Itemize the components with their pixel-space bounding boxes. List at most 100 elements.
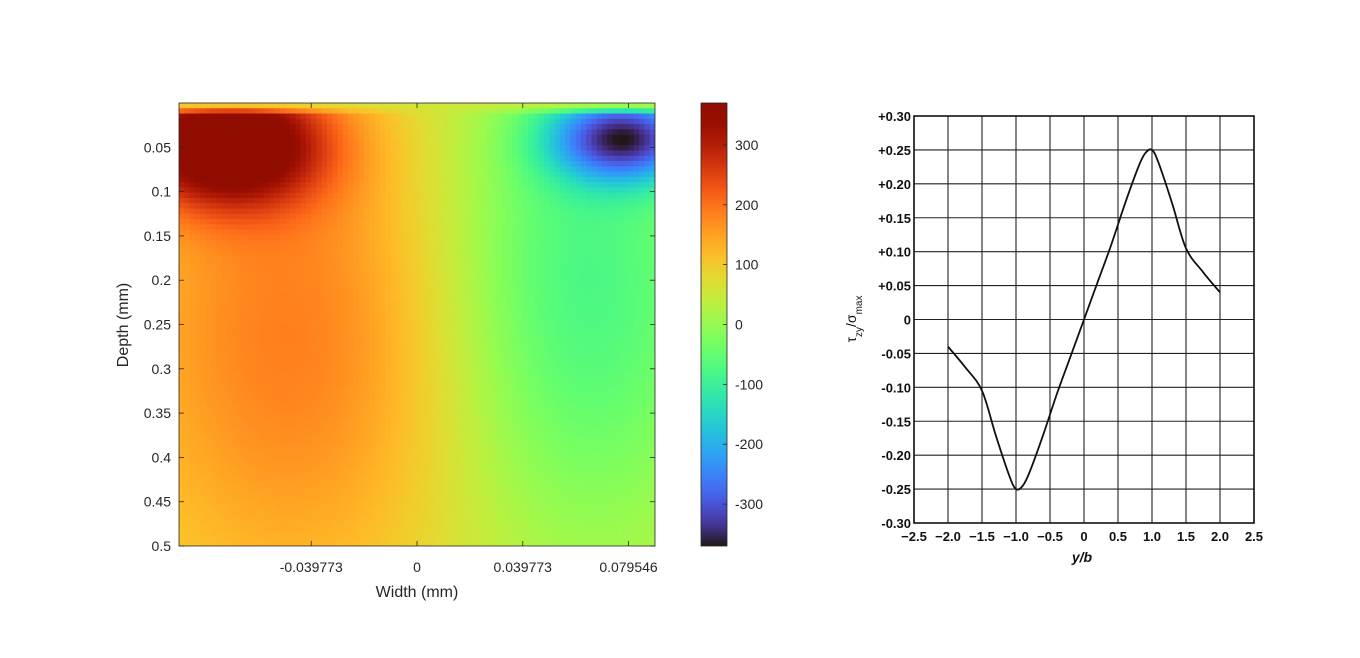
heatmap-cell: [300, 335, 307, 341]
heatmap-cell: [596, 345, 603, 352]
heatmap-cell: [337, 266, 344, 273]
heatmap-cell: [596, 324, 603, 331]
heatmap-cell: [200, 345, 207, 352]
heatmap-cell: [491, 350, 497, 357]
heatmap-cell: [385, 113, 392, 120]
heatmap-cell: [369, 329, 376, 336]
heatmap-cell: [358, 192, 365, 199]
heatmap-cell: [316, 255, 323, 262]
heatmap-cell: [522, 245, 529, 252]
heatmap-cell: [480, 197, 487, 204]
heatmap-cell: [432, 234, 439, 241]
heatmap-cell: [617, 129, 624, 136]
heatmap-cell: [369, 118, 376, 125]
heatmap-cell: [290, 219, 296, 225]
heatmap-cell: [332, 219, 339, 225]
heatmap-cell: [216, 387, 222, 394]
heatmap-cell: [607, 134, 614, 141]
heatmap-cell: [205, 145, 212, 152]
heatmap-cell: [295, 387, 302, 394]
heatmap-cell: [300, 234, 307, 241]
heatmap-cell: [179, 298, 185, 304]
heatmap-cell: [274, 108, 281, 115]
heatmap-cell: [184, 213, 191, 220]
heatmap-cell: [649, 356, 655, 363]
heatmap-cell: [179, 224, 185, 231]
heatmap-cell: [263, 271, 270, 278]
heatmap-cell: [496, 313, 503, 320]
heatmap-cell: [242, 166, 249, 173]
heatmap-cell: [300, 277, 307, 283]
heatmap-cell: [591, 255, 598, 262]
heatmap-cell: [649, 371, 655, 378]
heatmap-cell: [633, 356, 640, 363]
heatmap-cell: [554, 197, 561, 204]
heatmap-cell: [284, 261, 291, 268]
heatmap-cell: [596, 103, 603, 109]
heatmap-cell: [395, 208, 402, 215]
heatmap-cell: [321, 124, 328, 130]
heatmap-cell: [533, 382, 540, 389]
heatmap-cell: [369, 187, 376, 194]
heatmap-cell: [432, 240, 439, 246]
heatmap-cell: [649, 266, 655, 273]
heatmap-cell: [390, 377, 397, 384]
heatmap-cell: [554, 240, 561, 246]
heatmap-cell: [565, 292, 571, 299]
heatmap-cell: [253, 335, 259, 341]
heatmap-cell: [496, 161, 503, 167]
heatmap-cell: [602, 139, 608, 146]
heatmap-cell: [226, 229, 233, 236]
heatmap-cell: [591, 340, 598, 347]
heatmap-cell: [422, 366, 429, 373]
heatmap-cell: [575, 366, 582, 373]
heatmap-cell: [432, 271, 439, 278]
heatmap-cell: [522, 129, 529, 136]
heatmap-cell: [549, 118, 556, 125]
heatmap-cell: [512, 187, 519, 194]
heatmap-cell: [179, 108, 185, 115]
heatmap-cell: [348, 213, 355, 220]
heatmap-cell: [612, 361, 619, 368]
heatmap-cell: [401, 224, 408, 231]
heatmap-cell: [284, 303, 291, 310]
heatmap-cell: [189, 224, 196, 231]
heatmap-cell: [311, 340, 318, 347]
heatmap-cell: [205, 113, 212, 120]
heatmap-cell: [602, 271, 608, 278]
heatmap-cell: [464, 192, 471, 199]
heatmap-cell: [337, 203, 344, 210]
heatmap-cell: [332, 124, 339, 130]
heatmap-cell: [210, 113, 217, 120]
heatmap-cell: [279, 224, 286, 231]
heatmap-cell: [586, 303, 593, 310]
heatmap-cell: [454, 118, 460, 125]
heatmap-cell: [374, 245, 381, 252]
heatmap-cell: [348, 108, 355, 115]
heatmap-cell: [512, 266, 519, 273]
heatmap-cell: [242, 145, 249, 152]
heatmap-cell: [496, 113, 503, 120]
heatmap-cell: [607, 208, 614, 215]
heatmap-cell: [406, 139, 413, 146]
heatmap-cell: [342, 298, 349, 304]
heatmap-cell: [543, 187, 550, 194]
heatmap-cell: [263, 319, 270, 326]
heatmap-cell: [258, 387, 265, 394]
heatmap-cell: [617, 313, 624, 320]
heatmap-cell: [454, 171, 460, 178]
heatmap-cell: [395, 393, 402, 399]
heatmap-cell: [633, 271, 640, 278]
heatmap-cell: [205, 377, 212, 384]
heatmap-cell: [596, 229, 603, 236]
heatmap-cell: [596, 224, 603, 231]
heatmap-cell: [205, 208, 212, 215]
heatmap-cell: [395, 113, 402, 120]
heatmap-cell: [512, 219, 519, 225]
heatmap-cell: [575, 261, 582, 268]
heatmap-cell: [226, 335, 233, 341]
heatmap-cell: [459, 261, 466, 268]
heatmap-cell: [321, 313, 328, 320]
heatmap-cell: [321, 229, 328, 236]
heatmap-cell: [290, 129, 296, 136]
